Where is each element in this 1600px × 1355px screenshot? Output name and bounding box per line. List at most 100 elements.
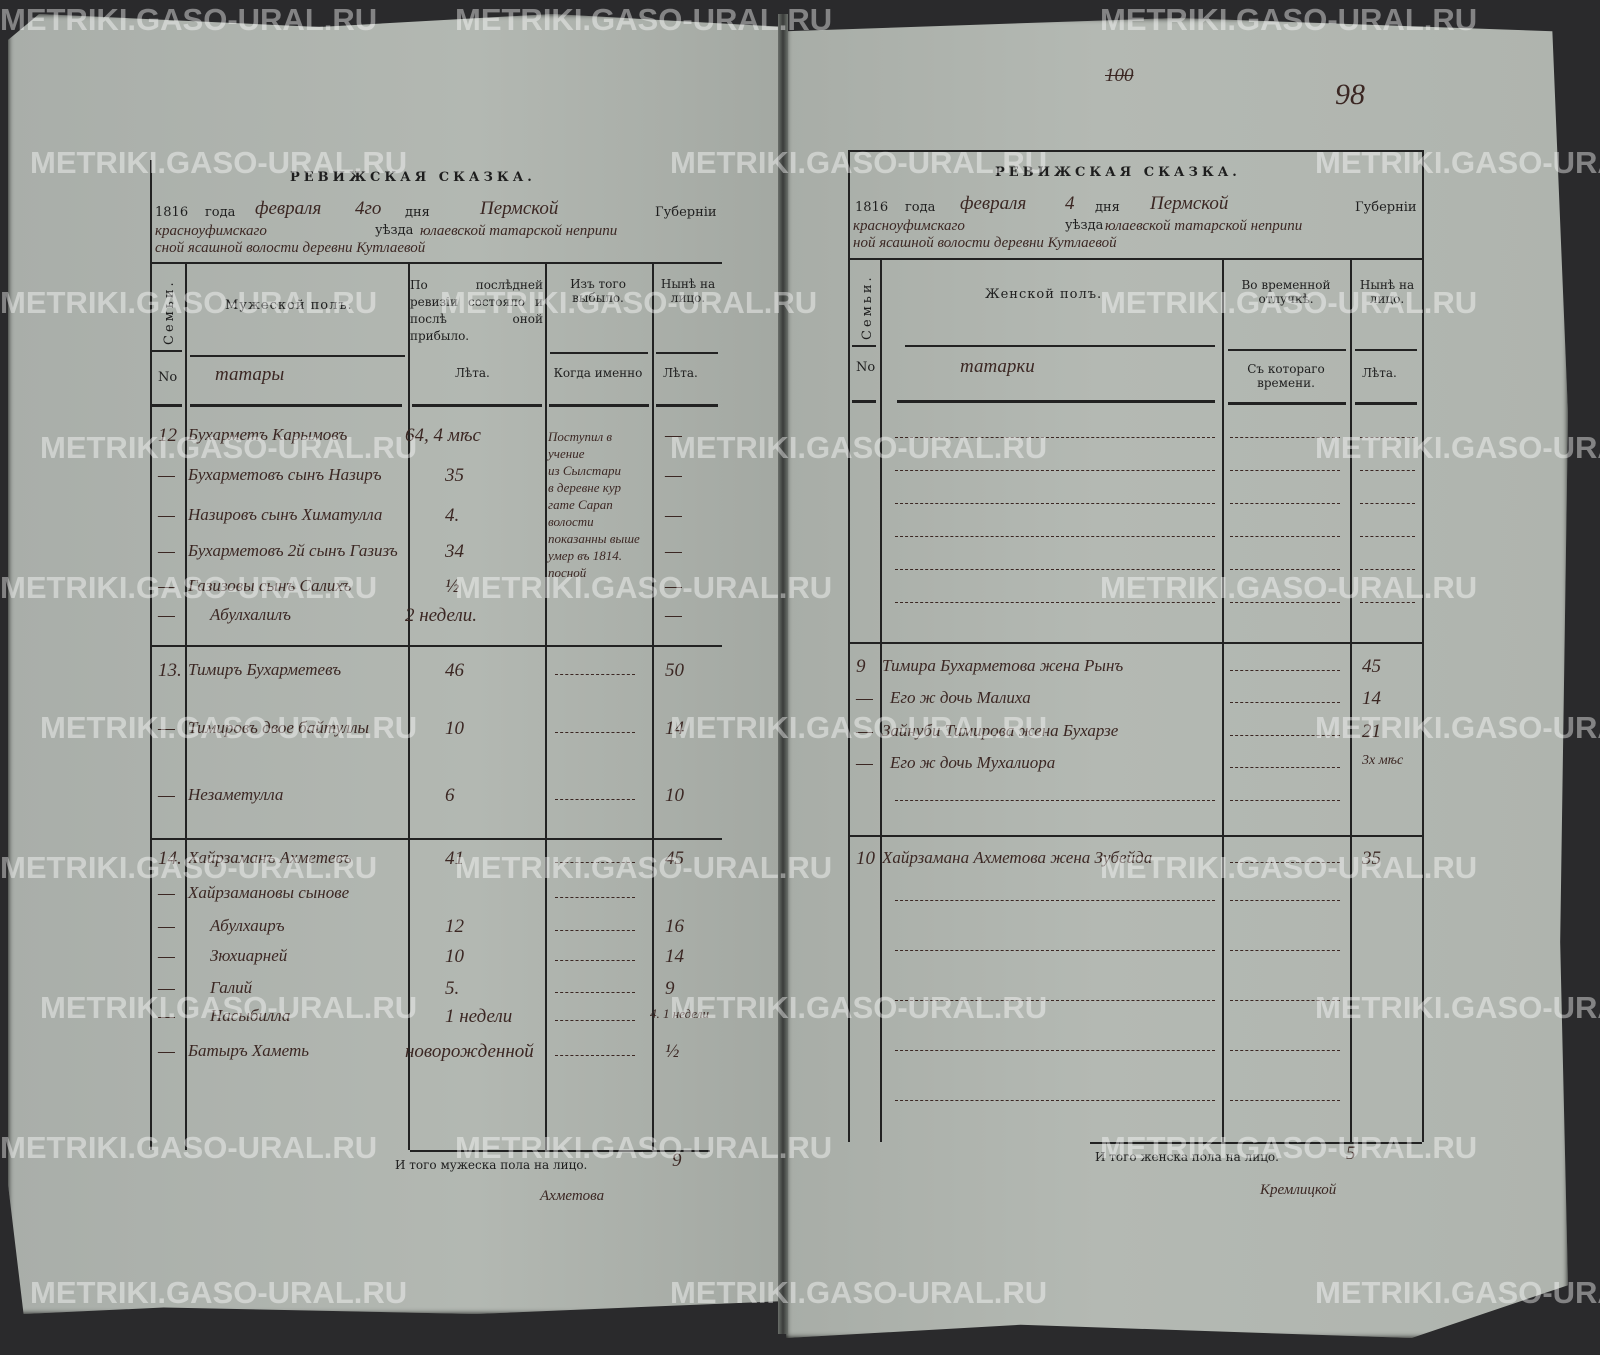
- province-label: Губернiи: [1355, 200, 1417, 215]
- person-name: Батыръ Хаметь: [188, 1041, 309, 1060]
- blank-dash: [1230, 602, 1340, 603]
- row-continuation-dash: —: [158, 1006, 175, 1027]
- age-last-revision: 64, 4 мѣс: [405, 425, 481, 446]
- province: Пермской: [480, 198, 559, 219]
- age-present: 14: [665, 718, 684, 739]
- blank-dash: [1230, 767, 1340, 768]
- blank-dash: [1230, 569, 1340, 570]
- header-present: Нынѣ на лицо.: [660, 277, 716, 305]
- age-present: —: [665, 576, 682, 597]
- district-rest: юлаевской татарской неприпи: [420, 223, 618, 239]
- female-total-label: И того женска пола на лицо.: [1095, 1150, 1279, 1164]
- age-last-revision: 10: [445, 718, 464, 739]
- district: красноуфимскаго: [155, 223, 267, 239]
- header-female-sex: Женской полъ.: [985, 287, 1103, 302]
- blank-dash: [1230, 735, 1340, 736]
- village-line: ной ясашной волости деревни Кутлаевой: [853, 235, 1117, 251]
- blank-dash: [1230, 702, 1340, 703]
- person-name: Тимира Бухарметова жена Рынъ: [882, 656, 1124, 675]
- person-name: Незаметулла: [188, 785, 284, 804]
- header-last-revision: По послѣдней ревизiи состояло и послѣ он…: [410, 278, 543, 343]
- blank-dash: [1360, 470, 1415, 471]
- person-name: Его ж дочь Малиха: [890, 688, 1031, 707]
- blank-dash: [1360, 569, 1415, 570]
- blank-dash: [555, 862, 635, 863]
- blank-dash: [1230, 862, 1340, 863]
- blank-dash: [1230, 1050, 1340, 1051]
- blank-dash: [895, 602, 1215, 603]
- blank-dash: [895, 536, 1215, 537]
- header-years: Лѣта.: [455, 366, 490, 380]
- row-continuation-dash: —: [158, 718, 175, 739]
- right-title: РЕВИЖСКАЯ СКАЗКА.: [995, 165, 1241, 180]
- person-name: Хайрзамановы сынове: [188, 883, 350, 902]
- blank-dash: [555, 1020, 635, 1021]
- header-male-sex: Мужеской полъ.: [225, 298, 353, 313]
- day: 4го: [355, 198, 382, 219]
- row-continuation-dash: —: [856, 721, 873, 742]
- blank-dash: [555, 674, 635, 675]
- departed-note: посной: [548, 565, 587, 580]
- right-page: [786, 18, 1568, 1338]
- age-present: —: [665, 425, 682, 446]
- left-page: [8, 14, 786, 1314]
- age-last-revision: новорожденной: [405, 1041, 534, 1062]
- person-name: Абулхалилъ: [210, 605, 291, 624]
- age-last-revision: 46: [445, 660, 464, 681]
- person-name: Тимиръ Бухарметевъ: [188, 660, 342, 679]
- book-gutter: [778, 14, 788, 1334]
- male-total-label: И того мужеска пола на лицо.: [395, 1158, 588, 1172]
- row-continuation-dash: —: [158, 605, 175, 626]
- nationality-heading: татарки: [960, 356, 1035, 377]
- age-present: 4. 1 недели: [650, 1006, 709, 1021]
- blank-dash: [1230, 470, 1340, 471]
- blank-dash: [555, 930, 635, 931]
- blank-dash: [555, 960, 635, 961]
- year-label: года: [205, 205, 236, 220]
- male-total-value: 9: [672, 1150, 682, 1171]
- age-present: —: [665, 505, 682, 526]
- row-continuation-dash: —: [158, 505, 175, 526]
- header-departed: Изъ того выбыло.: [570, 277, 626, 305]
- blank-dash: [555, 1055, 635, 1056]
- row-continuation-dash: —: [158, 541, 175, 562]
- district-label: уѣзда: [1065, 218, 1104, 233]
- blank-dash: [1230, 1100, 1340, 1101]
- age-present: 21: [1362, 721, 1381, 742]
- year-label: года: [905, 200, 936, 215]
- left-signature: Ахметова: [540, 1188, 605, 1204]
- female-total-value: 5: [1346, 1143, 1356, 1164]
- family-number: 10: [856, 848, 875, 869]
- blank-dash: [555, 799, 635, 800]
- age-last-revision: 12: [445, 916, 464, 937]
- departed-notes: Поступил в учение из Сылстари в деревне ку…: [548, 428, 648, 581]
- row-continuation-dash: —: [158, 576, 175, 597]
- person-name: Назировъ сынъ Химатулла: [188, 505, 383, 524]
- header-absence: Во временной отлучкѣ.: [1241, 278, 1331, 306]
- age-last-revision: 35: [445, 465, 464, 486]
- blank-dash: [895, 569, 1215, 570]
- row-continuation-dash: —: [856, 688, 873, 709]
- row-continuation-dash: —: [158, 1041, 175, 1062]
- person-name: Бухарметовъ сынъ Назиръ: [188, 465, 382, 484]
- blank-dash: [1360, 536, 1415, 537]
- family-number: 12: [158, 425, 177, 446]
- age-last-revision: 2 недели.: [405, 605, 477, 626]
- age-present: —: [665, 541, 682, 562]
- age-present: 9: [665, 978, 675, 999]
- age-present: 3х мѣс: [1362, 753, 1404, 768]
- header-years-present: Лѣта.: [663, 366, 698, 380]
- header-since: Съ котораго времени.: [1247, 362, 1325, 390]
- district-rest: юлаевской татарской неприпи: [1105, 218, 1303, 234]
- blank-dash: [1230, 950, 1340, 951]
- blank-dash: [895, 800, 1215, 801]
- day-label: дня: [405, 205, 430, 220]
- age-present: —: [665, 465, 682, 486]
- row-continuation-dash: —: [856, 753, 873, 774]
- header-present: Нынѣ на лицо.: [1359, 278, 1415, 306]
- departed-note: показанны выше умер въ 1814.: [548, 531, 640, 563]
- person-name: Абулхаиръ: [210, 916, 285, 935]
- age-last-revision: ½: [445, 576, 460, 597]
- age-last-revision: 5.: [445, 978, 460, 999]
- departed-note: из Сылстари: [548, 463, 621, 478]
